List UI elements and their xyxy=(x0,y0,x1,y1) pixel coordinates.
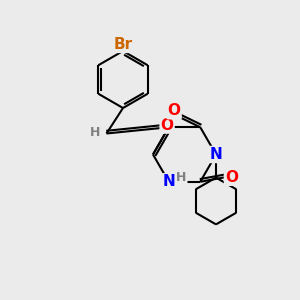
Text: O: O xyxy=(168,103,181,118)
Text: N: N xyxy=(162,174,175,189)
Text: N: N xyxy=(210,147,222,162)
Text: H: H xyxy=(176,171,187,184)
Text: H: H xyxy=(90,125,100,139)
Text: O: O xyxy=(160,118,174,133)
Text: Br: Br xyxy=(113,37,133,52)
Text: O: O xyxy=(225,170,238,185)
